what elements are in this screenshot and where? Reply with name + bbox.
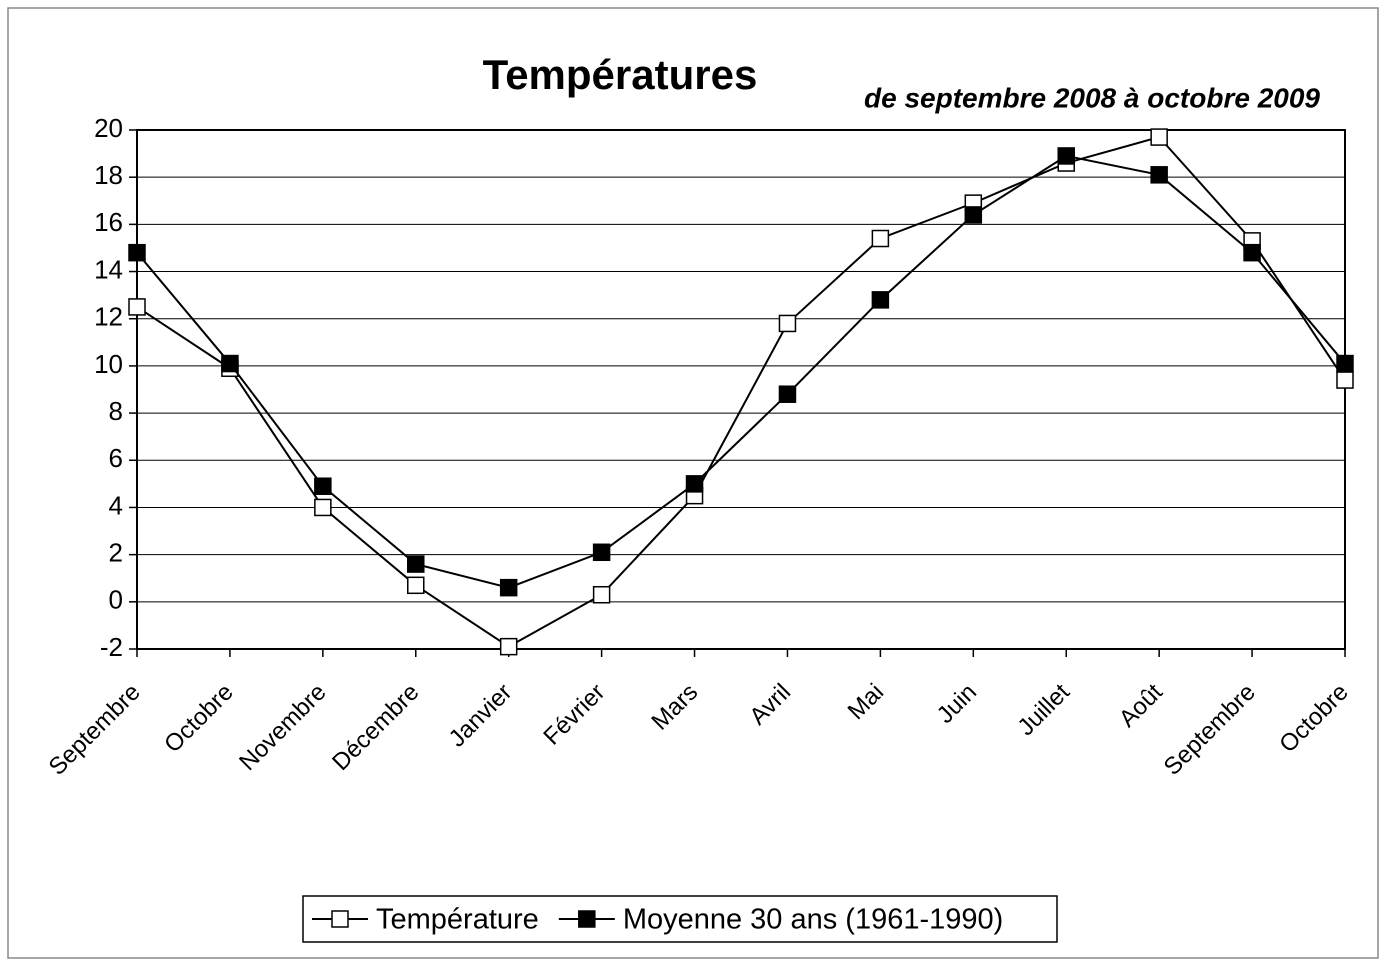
y-tick-label: 0 <box>109 585 123 615</box>
point <box>1336 354 1354 373</box>
y-tick-label: 16 <box>94 207 123 237</box>
chart-subtitle: de septembre 2008 à octobre 2009 <box>864 82 1320 113</box>
plot-area <box>137 130 1345 649</box>
series-line <box>136 154 1346 589</box>
point <box>778 385 797 403</box>
chart-title: Températures <box>483 51 758 98</box>
series-line <box>136 135 1346 648</box>
point <box>592 585 611 604</box>
y-tick-label: 20 <box>94 113 123 143</box>
point <box>314 477 332 495</box>
y-tick-label: 8 <box>109 396 123 426</box>
y-tick-label: -2 <box>100 632 123 662</box>
y-tick-label: 4 <box>109 490 123 520</box>
y-tick-label: 6 <box>109 443 123 473</box>
point <box>1150 128 1168 146</box>
point <box>499 578 518 597</box>
point <box>685 475 704 493</box>
y-tick-label: 18 <box>94 160 123 190</box>
legend-marker <box>578 910 596 928</box>
legend-label: Température <box>376 904 539 936</box>
legend-marker <box>331 910 349 928</box>
y-tick-label: 10 <box>94 349 123 379</box>
point <box>128 243 146 262</box>
point <box>314 498 332 517</box>
point <box>871 229 890 248</box>
point <box>128 298 146 316</box>
point <box>592 543 611 562</box>
point <box>1057 147 1075 165</box>
point <box>1336 371 1354 389</box>
point <box>221 354 239 373</box>
point <box>407 555 425 573</box>
point <box>871 291 890 309</box>
point <box>964 206 983 224</box>
point <box>1150 166 1168 184</box>
y-tick-label: 2 <box>109 538 123 568</box>
point <box>1243 243 1261 262</box>
plot-border <box>136 129 1346 650</box>
legend-label: Moyenne 30 ans (1961-1990) <box>623 904 1003 936</box>
point <box>407 576 425 595</box>
y-tick-label: 14 <box>94 254 123 284</box>
y-tick-label: 12 <box>94 302 123 332</box>
point <box>499 637 518 656</box>
point <box>778 314 797 333</box>
legend-box <box>302 895 1058 943</box>
